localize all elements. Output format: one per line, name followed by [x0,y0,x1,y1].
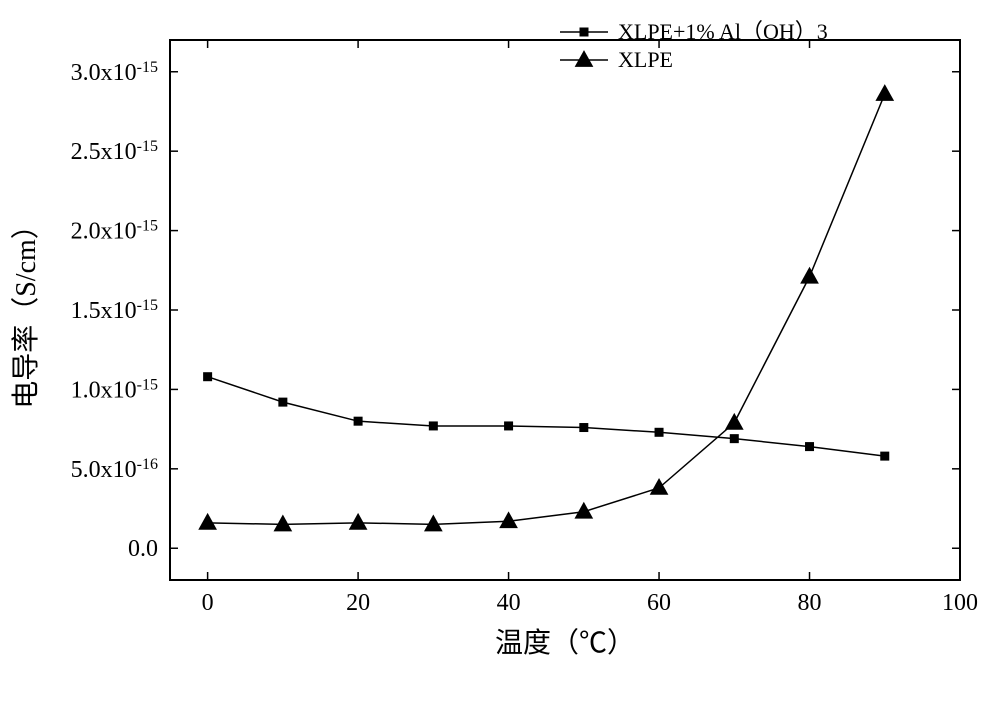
marker-square [504,421,513,430]
x-tick-label: 0 [202,590,214,616]
marker-triangle [650,478,669,495]
marker-triangle [875,84,894,101]
marker-square [655,428,664,437]
marker-square [580,28,589,37]
marker-triangle [800,267,819,284]
marker-triangle [349,513,368,530]
marker-square [730,434,739,443]
y-tick-label: 2.5x10-15 [71,138,158,166]
series-line [208,94,885,524]
marker-square [429,421,438,430]
marker-square [278,398,287,407]
x-tick-label: 60 [647,590,671,616]
series-line [208,377,885,456]
marker-triangle [575,50,594,67]
marker-triangle [424,515,443,532]
marker-square [579,423,588,432]
x-tick-label: 40 [497,590,521,616]
legend-label: XLPE+1% Al（OH）3 [618,19,828,44]
chart-svg: 0 20 40 60 80 100 0.0 5.0x10-16 1.0x10-15 1.5x10-… [0,0,1000,702]
y-tick-label: 3.0x10-15 [71,58,158,86]
y-tick-label: 0.0 [128,536,158,562]
legend-label: XLPE [618,47,673,72]
marker-square [805,442,814,451]
y-tick-label: 1.0x10-15 [71,376,158,404]
marker-square [880,452,889,461]
x-tick-label: 80 [798,590,822,616]
y-tick-label: 5.0x10-16 [71,455,158,483]
marker-square [354,417,363,426]
plot-frame [170,40,960,580]
marker-triangle [274,515,293,532]
marker-triangle [198,513,217,530]
y-axis-label: 电导率（S/cm） [10,211,42,409]
marker-triangle [725,413,744,430]
chart-container: 0 20 40 60 80 100 0.0 5.0x10-16 1.0x10-15 1.5x10-… [0,0,1000,702]
y-tick-label: 2.0x10-15 [71,217,158,245]
marker-square [203,372,212,381]
x-axis-label: 温度（℃） [495,627,635,659]
y-tick-label: 1.5x10-15 [71,297,158,325]
x-tick-label: 100 [942,590,978,616]
x-tick-label: 20 [346,590,370,616]
